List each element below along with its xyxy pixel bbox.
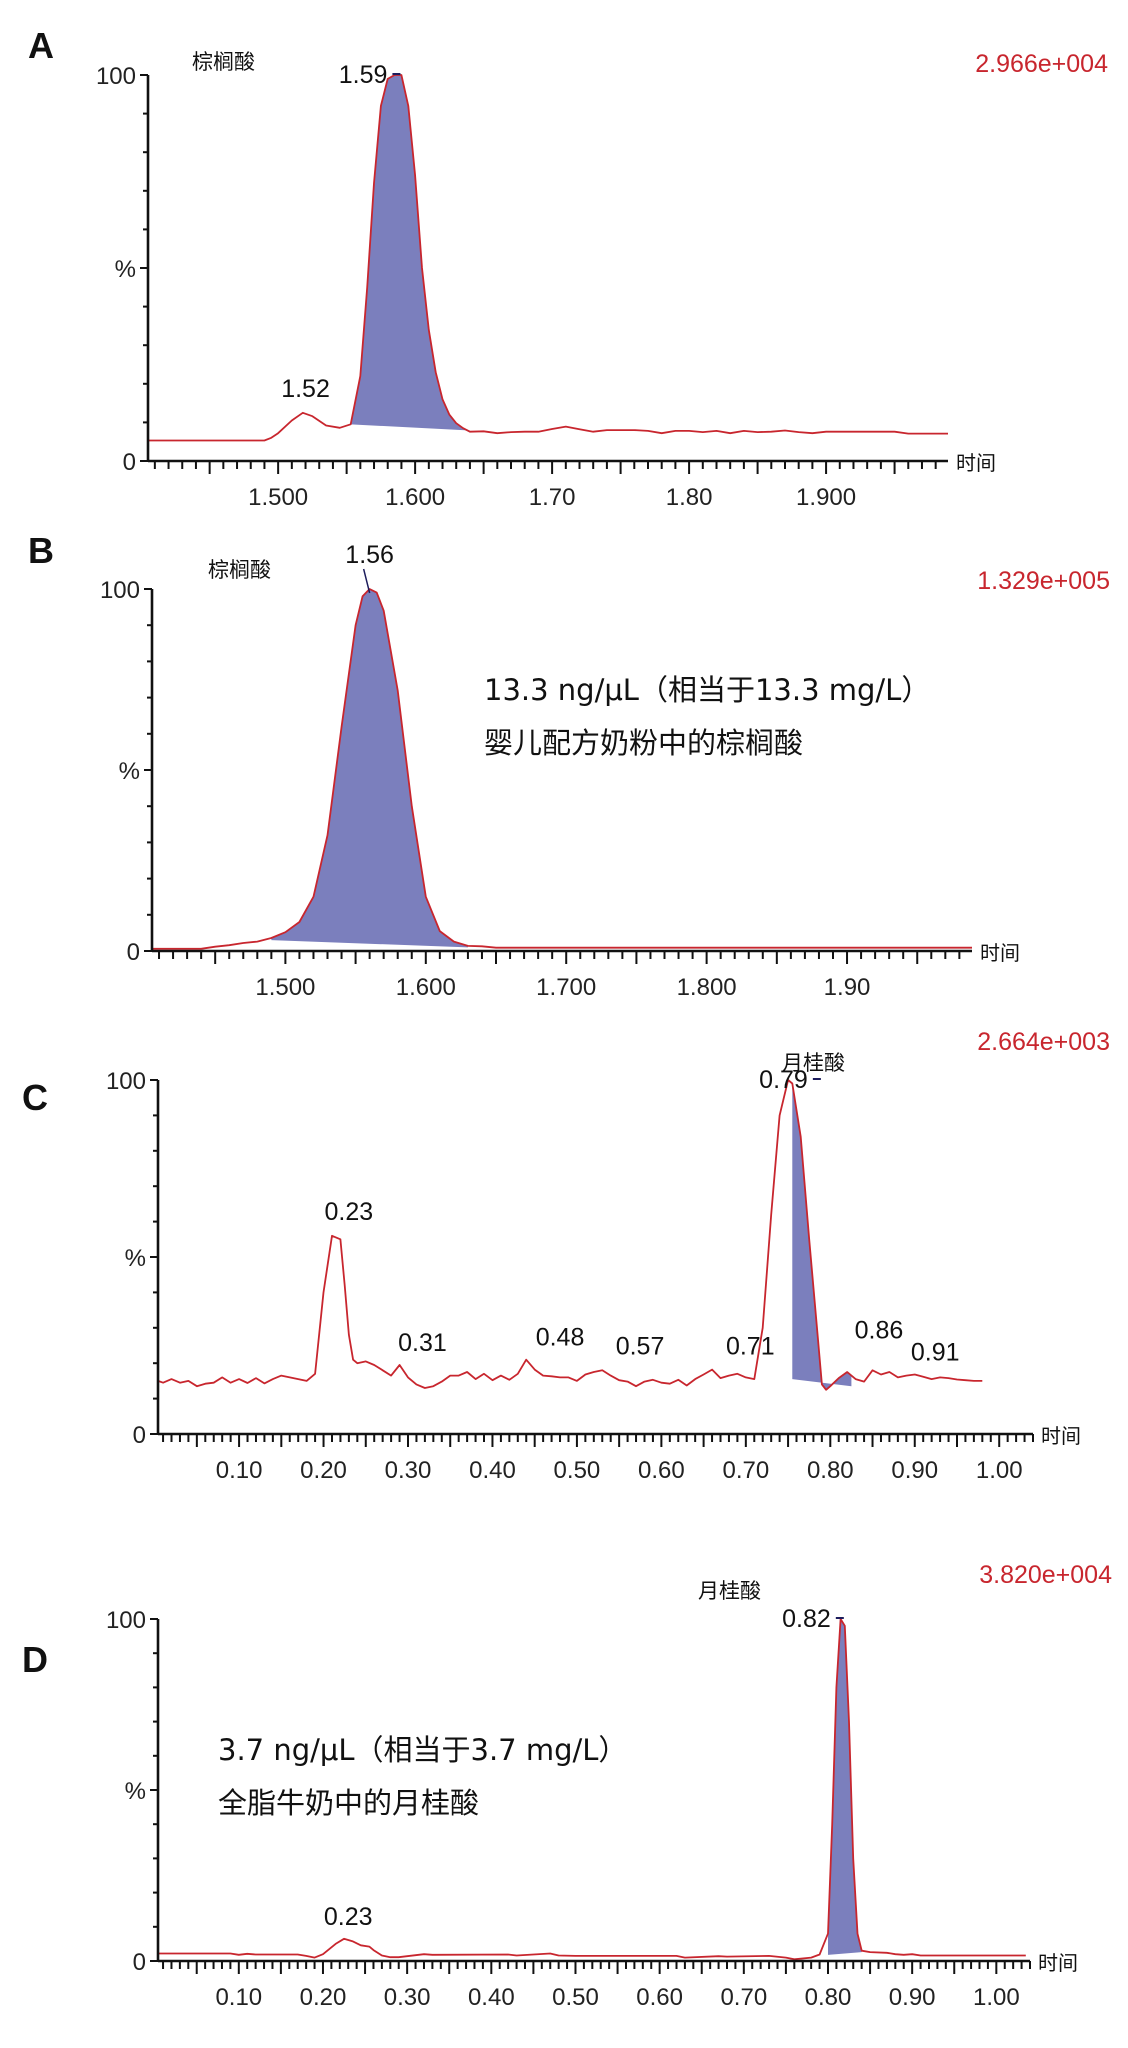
- x-tick-label: 1.00: [973, 1984, 1020, 2011]
- x-tick-label: 0.70: [722, 1457, 769, 1484]
- annotation-line-1-d: 3.7 ng/μL（相当于3.7 mg/L）: [218, 1733, 627, 1767]
- x-tick-label: 0.50: [552, 1984, 599, 2011]
- x-tick-label: 0.40: [469, 1457, 516, 1484]
- chromatogram-trace: [148, 74, 948, 442]
- x-tick-label: 0.20: [300, 1457, 347, 1484]
- panel-b: B 棕榈酸 1.329e+005 13.3 ng/μL（相当于13.3 mg/L…: [28, 530, 1110, 1001]
- peak-label: 1.52: [281, 375, 330, 403]
- y-tick-label: 100: [106, 1068, 146, 1095]
- chromatogram-trace: [152, 588, 972, 950]
- x-tick-label: 0.90: [891, 1457, 938, 1484]
- compound-label-d: 月桂酸: [698, 1579, 761, 1603]
- x-tick-label: 0.70: [720, 1984, 767, 2011]
- panel-d: D 月桂酸 3.820e+004 3.7 ng/μL（相当于3.7 mg/L） …: [22, 1561, 1112, 2011]
- x-tick-label: 1.800: [677, 974, 737, 1001]
- panel-letter-d: D: [22, 1639, 48, 1680]
- peak-label: 0.79: [759, 1066, 808, 1094]
- panel-c: C 月桂酸 2.664e+003 100% 0 0.10 0.20 0.30 0.40 0.…: [22, 1028, 1110, 1484]
- peak-label: 0.23: [325, 1198, 374, 1226]
- peak-label: 0.91: [911, 1338, 960, 1366]
- compound-label-c: 月桂酸: [782, 1051, 845, 1075]
- x-tick-label: 1.900: [796, 484, 856, 511]
- x-tick-label: 0.60: [638, 1457, 685, 1484]
- x-tick-label: 1.700: [536, 974, 596, 1001]
- x-tick-label: 1.500: [248, 484, 308, 511]
- y-tick-label: 100: [106, 1607, 146, 1634]
- peak-label: 0.71: [726, 1333, 775, 1361]
- x-tick-label: 0.20: [300, 1984, 347, 2011]
- chromatogram-trace: [157, 1079, 983, 1391]
- peak-label: 0.57: [616, 1333, 665, 1361]
- x-tick-label: 1.80: [666, 484, 713, 511]
- panel-letter-c: C: [22, 1077, 48, 1118]
- panel-letter-b: B: [28, 530, 54, 571]
- y-tick-label: 100: [96, 63, 136, 90]
- compound-label-b: 棕榈酸: [208, 558, 271, 582]
- peak-label: 1.59: [339, 61, 388, 89]
- peak-label: 0.31: [398, 1329, 447, 1357]
- x-tick-label: 1.600: [396, 974, 456, 1001]
- x-tick-label: 1.90: [824, 974, 871, 1001]
- x-tick-label: 0.10: [215, 1984, 262, 2011]
- intensity-label-a: 2.966e+004: [975, 50, 1108, 78]
- annotation-line-2-b: 婴儿配方奶粉中的棕榈酸: [484, 726, 803, 760]
- peak-label: 0.48: [536, 1324, 585, 1352]
- x-axis-title: 时间: [980, 941, 1020, 965]
- intensity-label-d: 3.820e+004: [979, 1561, 1112, 1589]
- x-axis-title: 时间: [956, 451, 996, 475]
- x-tick-label: 0.40: [468, 1984, 515, 2011]
- x-tick-label: 0.80: [807, 1457, 854, 1484]
- chromatogram-trace: [158, 1618, 1026, 1961]
- peak-label: 0.23: [324, 1903, 373, 1931]
- y-tick-label: 0: [133, 1949, 146, 1976]
- panel-a: A 棕榈酸 2.966e+004 100% 0 1.500 1.600 1.70 1.80…: [28, 25, 1108, 511]
- x-tick-label: 0.10: [216, 1457, 263, 1484]
- x-tick-label: 0.80: [805, 1984, 852, 2011]
- x-tick-label: 1.600: [385, 484, 445, 511]
- y-tick-label: %: [125, 1245, 146, 1272]
- annotation-line-1-b: 13.3 ng/μL（相当于13.3 mg/L）: [484, 673, 930, 707]
- x-tick-label: 0.50: [554, 1457, 601, 1484]
- y-tick-label: 0: [133, 1422, 146, 1449]
- x-tick-label: 1.500: [255, 974, 315, 1001]
- y-tick-label: 0: [127, 939, 140, 966]
- x-tick-label: 1.00: [976, 1457, 1023, 1484]
- annotation-line-2-d: 全脂牛奶中的月桂酸: [218, 1786, 479, 1820]
- peak-label: 1.56: [345, 541, 394, 569]
- integrated-peak-area: [792, 1083, 852, 1390]
- x-tick-label: 1.70: [529, 484, 576, 511]
- y-tick-label: 0: [123, 449, 136, 476]
- x-tick-label: 0.60: [636, 1984, 683, 2011]
- peak-label: 0.82: [782, 1605, 831, 1633]
- y-tick-label: %: [119, 758, 140, 785]
- x-axis-title: 时间: [1038, 1951, 1078, 1975]
- y-tick-label: 100: [100, 577, 140, 604]
- integrated-peak-area: [271, 589, 468, 948]
- y-tick-label: %: [125, 1778, 146, 1805]
- peak-marker: [362, 568, 371, 594]
- intensity-label-c: 2.664e+003: [977, 1028, 1110, 1056]
- y-tick-label: %: [115, 256, 136, 283]
- x-tick-label: 0.30: [384, 1984, 431, 2011]
- x-tick-label: 0.90: [889, 1984, 936, 2011]
- peak-label: 0.86: [855, 1317, 904, 1345]
- x-tick-label: 0.30: [385, 1457, 432, 1484]
- compound-label-a: 棕榈酸: [192, 50, 255, 74]
- integrated-peak-area: [350, 75, 470, 432]
- panel-letter-a: A: [28, 25, 54, 66]
- x-axis-title: 时间: [1041, 1424, 1081, 1448]
- intensity-label-b: 1.329e+005: [977, 567, 1110, 595]
